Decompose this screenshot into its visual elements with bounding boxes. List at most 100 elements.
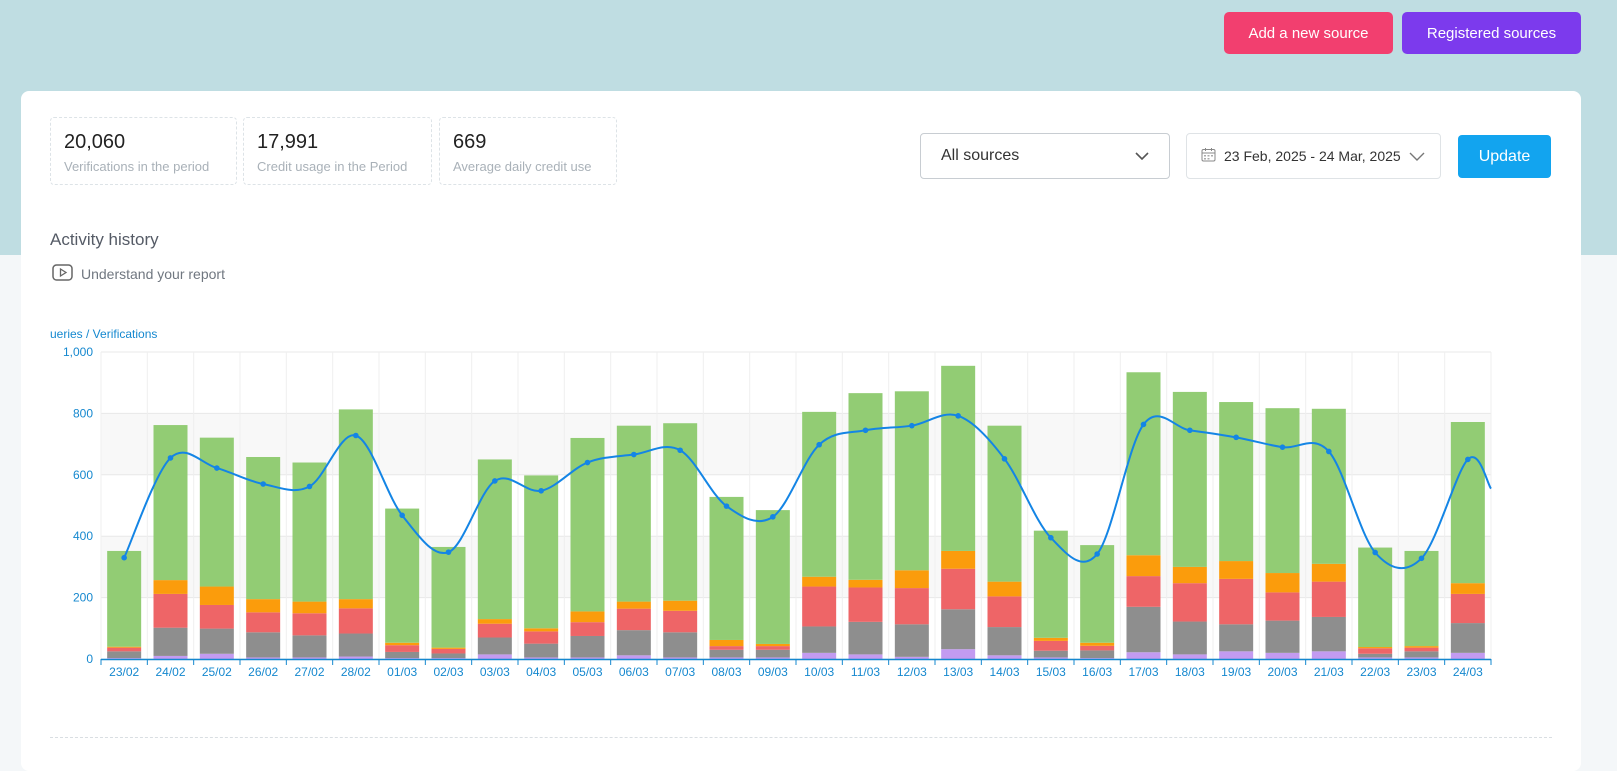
bar-segment [987, 627, 1022, 656]
bar-segment [199, 628, 234, 654]
bar-segment [570, 611, 605, 623]
bar-segment [1172, 583, 1207, 622]
help-link[interactable]: Understand your report [52, 264, 225, 284]
bar-segment [1219, 578, 1254, 625]
bar-segment [663, 632, 698, 658]
line-point [1048, 534, 1054, 541]
calendar-icon [1201, 147, 1216, 165]
update-button[interactable]: Update [1458, 135, 1551, 178]
bar-segment [1080, 642, 1115, 646]
bar-segment [616, 655, 651, 659]
bar-segment [570, 437, 605, 612]
bar-segment [1172, 391, 1207, 567]
bar-segment [987, 581, 1022, 597]
bar-segment [153, 425, 188, 581]
bar-segment [941, 365, 976, 551]
bar-segment [755, 646, 790, 650]
bar-segment [199, 586, 234, 605]
bar-segment [616, 608, 651, 631]
date-range-picker[interactable]: 23 Feb, 2025 - 24 Mar, 2025 [1186, 133, 1441, 179]
line-point [167, 455, 174, 461]
y-axis-title: ueries / Verifications [50, 327, 158, 341]
bar-segment [1033, 657, 1068, 659]
bar-segment [570, 635, 605, 658]
stat-label: Verifications in the period [64, 159, 210, 174]
bar-segment [338, 608, 373, 634]
bar-segment [1126, 372, 1161, 556]
x-tick-label: 24/03 [1453, 665, 1483, 679]
bar-segment [292, 613, 327, 636]
bar-segment [802, 411, 837, 577]
line-point [584, 459, 591, 466]
x-tick-label: 23/02 [109, 665, 139, 679]
source-select[interactable]: All sources [920, 133, 1170, 179]
bar-segment [941, 649, 976, 659]
line-point [121, 554, 127, 561]
bar-segment [477, 637, 512, 655]
bar-segment [524, 631, 559, 644]
bar-segment [1080, 650, 1115, 659]
bar-segment [755, 510, 790, 644]
stat-label: Credit usage in the Period [257, 159, 408, 174]
bar-segment [1172, 654, 1207, 659]
bar-segment [1265, 573, 1300, 593]
stat-value: 669 [453, 131, 487, 153]
registered-sources-button[interactable]: Registered sources [1402, 12, 1581, 54]
x-tick-label: 21/03 [1314, 665, 1344, 679]
bar-segment [1265, 592, 1300, 621]
line-point [1233, 434, 1239, 441]
bar-segment [1126, 652, 1161, 659]
bar-segment [848, 654, 883, 659]
line-point [770, 514, 776, 520]
bar-segment [1450, 583, 1485, 594]
x-tick-label: 22/03 [1360, 665, 1390, 679]
x-tick-label: 08/03 [711, 665, 741, 679]
bar-segment [107, 651, 142, 659]
x-tick-label: 18/03 [1175, 665, 1205, 679]
chart-svg: 0 200 400 600 800 1,000 23/02 24/02 25/02 26/02 27… [63, 345, 1492, 679]
x-tick-label: 11/03 [851, 665, 880, 679]
bar-segment [1080, 658, 1115, 659]
line-point [862, 427, 869, 434]
bar-segment [663, 610, 698, 633]
bar-segment [570, 657, 605, 659]
bar-segment [1311, 616, 1346, 652]
line-point [723, 503, 730, 509]
bar-segment [1219, 651, 1254, 659]
bar-segment [385, 508, 420, 643]
line-point [909, 422, 915, 429]
bar-segment [477, 459, 512, 620]
bar-segment [1126, 606, 1161, 653]
bar-segment [199, 604, 234, 629]
bar-segment [1404, 646, 1439, 648]
bar-segment [1219, 402, 1254, 562]
bar-segment [431, 648, 466, 654]
bar-segment [246, 657, 281, 659]
x-tick-label: 28/02 [341, 665, 371, 679]
bar-segment [292, 635, 327, 658]
bar-segment [524, 643, 559, 658]
bar-segment [802, 576, 837, 587]
add-source-button[interactable]: Add a new source [1224, 12, 1393, 54]
bar-segment [1219, 624, 1254, 652]
report-card: 20,060 Verifications in the period 17,99… [21, 91, 1581, 771]
bar-segment [1358, 648, 1393, 654]
bar-segment [709, 496, 744, 640]
y-tick-label: 1,000 [63, 345, 93, 359]
bar-segment [663, 657, 698, 659]
bar-segment [338, 633, 373, 657]
bar-segment [1358, 657, 1393, 659]
date-range-value: 23 Feb, 2025 - 24 Mar, 2025 [1224, 148, 1401, 164]
x-tick-label: 19/03 [1221, 665, 1251, 679]
bar-segment [1126, 576, 1161, 607]
bar-segment [755, 657, 790, 659]
x-tick-label: 17/03 [1128, 665, 1158, 679]
bar-segment [848, 587, 883, 622]
bar-segment [246, 456, 281, 600]
line-point [1094, 551, 1100, 557]
bar-segment [1450, 652, 1485, 659]
bar-segment [431, 546, 466, 648]
x-tick-label: 06/03 [619, 665, 649, 679]
bar-segment [894, 570, 929, 589]
bar-segment [941, 550, 976, 569]
